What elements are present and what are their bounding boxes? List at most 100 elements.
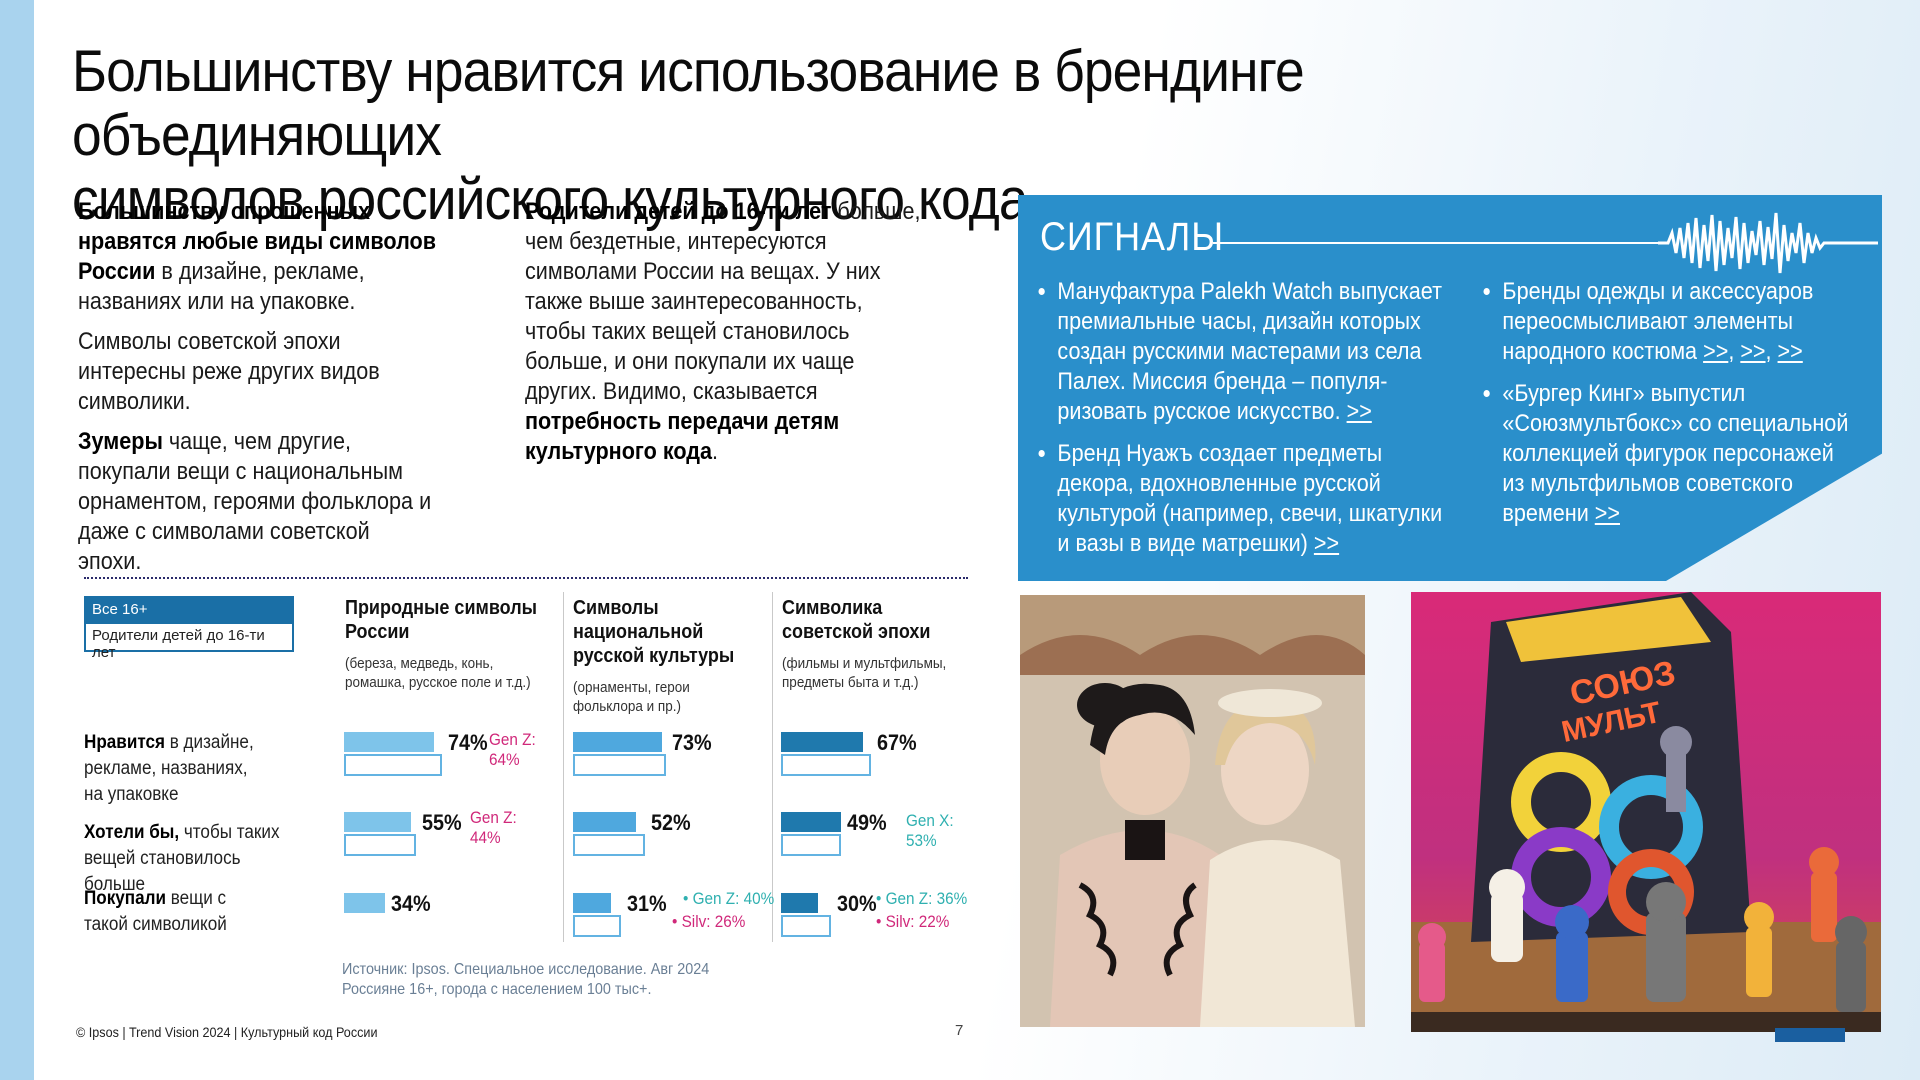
intro-left-p2: Символы советской эпохи интересны реже д…	[78, 328, 380, 415]
intro-left-p3-bold: Зумеры	[78, 428, 163, 455]
row-label-like: Нравится в дизайне, рекламе, названиях, …	[84, 730, 264, 808]
corner-badge	[1775, 1028, 1845, 1042]
signal-text: Мануфактура Palekh Watch выпускает преми…	[1057, 278, 1442, 425]
note-c2r1: Gen X: 53%	[906, 811, 954, 850]
signal-text: «Бургер Кинг» выпустил «Союзмультбокс» с…	[1502, 380, 1849, 527]
bar-parents	[781, 754, 871, 776]
bar-all-16	[344, 812, 411, 832]
intro-right-rest1: больше, чем бездетные, интересуются симв…	[525, 198, 921, 405]
bar-value-label: 30%	[837, 891, 877, 916]
note-c0r0: Gen Z: 64%	[489, 730, 536, 769]
column-separator	[772, 592, 773, 942]
signal-link[interactable]: >>	[1777, 338, 1803, 365]
photo-soyuzmultbox: СОЮЗ МУЛЬТ	[1411, 592, 1881, 1032]
column-title: Символы национальной русской культуры	[573, 597, 735, 667]
column-subtitle: (орнаменты, герои фольклора и пр.)	[573, 679, 690, 715]
page-title: Большинству нравится использование в бре…	[72, 40, 1636, 232]
bar-parents	[781, 915, 831, 937]
title-line-2: символов российского культурного кода	[72, 167, 1029, 232]
row-label-bold: Покупали	[84, 888, 167, 909]
signals-title-line	[1213, 242, 1663, 244]
signals-left-column: Мануфактура Palekh Watch выпускает преми…	[1034, 277, 1444, 571]
column-title: Природные символы России	[345, 597, 538, 643]
soundwave-icon	[1658, 212, 1878, 274]
women-illustration	[1020, 595, 1365, 1027]
note-c1r2b: • Silv: 26%	[672, 912, 746, 931]
bar-value-label: 55%	[422, 810, 462, 835]
note-c2r2b: • Silv: 22%	[876, 912, 950, 931]
signal-item: Бренд Нуажъ создает предметы декора, вдо…	[1057, 439, 1443, 559]
bar-all-16	[344, 893, 385, 913]
intro-left-p1: Большинству опрошенных нравятся любые ви…	[78, 197, 438, 317]
note-c2r2a: • Gen Z: 36%	[876, 889, 968, 908]
bar-all-16	[781, 732, 863, 752]
column-title: Символика советской эпохи	[782, 597, 931, 643]
bar-value-label: 73%	[672, 730, 712, 755]
legend-parents: Родители детей до 16-ти лет	[86, 624, 292, 661]
signals-title: СИГНАЛЫ	[1040, 215, 1224, 259]
bar-all-16	[573, 812, 636, 832]
signal-link[interactable]: >>	[1740, 338, 1766, 365]
bar-parents	[344, 754, 442, 776]
row-label-rest: вещи с такой символикой	[84, 888, 227, 935]
signal-link[interactable]: >>	[1594, 500, 1620, 527]
title-line-1: Большинству нравится использование в бре…	[72, 39, 1305, 168]
bar-value-label: 34%	[391, 891, 431, 916]
left-accent-bar	[0, 0, 34, 1080]
legend-all: Все 16+	[86, 598, 292, 624]
bar-value-label: 67%	[877, 730, 917, 755]
bar-parents	[573, 834, 645, 856]
bar-value-label: 31%	[627, 891, 667, 916]
section-divider	[84, 577, 968, 579]
note-c0r1: Gen Z: 44%	[470, 808, 517, 847]
intro-left: Большинству опрошенных нравятся любые ви…	[78, 197, 438, 587]
signal-link[interactable]: >>	[1346, 398, 1372, 425]
chart-legend: Все 16+ Родители детей до 16-ти лет	[84, 596, 294, 661]
source-note: Источник: Ipsos. Специальное исследовани…	[342, 960, 709, 1000]
row-label-bold: Хотели бы,	[84, 822, 180, 843]
intro-right-end: .	[711, 438, 718, 465]
row-label-bought: Покупали вещи с такой символикой	[84, 886, 264, 938]
bar-parents	[573, 915, 621, 937]
column-subtitle: (береза, медведь, конь, ромашка, русское…	[345, 655, 531, 691]
column-head-soviet: Символика советской эпохи (фильмы и муль…	[782, 596, 971, 692]
bar-all-16	[781, 812, 841, 832]
row-label-rest: чтобы таких вещей становилось больше	[84, 822, 280, 895]
bar-parents	[344, 834, 416, 856]
bar-parents	[573, 754, 666, 776]
intro-right-bold1: Родители детей до 16-ти лет	[525, 198, 832, 225]
intro-left-p3: Зумеры чаще, чем другие, покупали вещи с…	[78, 427, 438, 577]
bar-all-16	[344, 732, 434, 752]
signal-link[interactable]: >>	[1313, 530, 1340, 557]
intro-right: Родители детей до 16-ти лет больше, чем …	[525, 197, 921, 477]
source-line-1: Источник: Ipsos. Специальное исследовани…	[342, 961, 710, 978]
bar-all-16	[573, 732, 662, 752]
row-label-want-more: Хотели бы, чтобы таких вещей становилось…	[84, 820, 300, 898]
signal-text: Бренды одежды и аксессуаров переосмыслив…	[1502, 278, 1814, 365]
column-head-nature: Природные символы России (береза, медвед…	[345, 596, 539, 692]
signals-right-column: Бренды одежды и аксессуаров переосмыслив…	[1479, 277, 1857, 541]
bar-value-label: 74%	[448, 730, 488, 755]
row-label-bold: Нравится	[84, 732, 165, 753]
signal-item: Мануфактура Palekh Watch выпускает преми…	[1057, 277, 1443, 427]
intro-left-p3-rest: чаще, чем другие, покупали вещи с национ…	[78, 428, 432, 575]
row-label-rest: в дизайне, рекламе, названиях, на упаков…	[84, 732, 254, 805]
bar-all-16	[573, 893, 611, 913]
column-head-national: Символы национальной русской культуры (о…	[573, 596, 740, 716]
intro-right-bold2: потребность передачи детям культурного к…	[525, 408, 840, 465]
intro-left-p1-bold: Большинству опрошенных нравятся любые ви…	[78, 198, 437, 285]
signal-item: Бренды одежды и аксессуаров переосмыслив…	[1502, 277, 1857, 367]
bar-all-16	[781, 893, 818, 913]
bar-value-label: 52%	[651, 810, 691, 835]
bar-parents	[781, 834, 841, 856]
source-line-2: Россияне 16+, города с населением 100 ты…	[342, 981, 652, 998]
bar-value-label: 49%	[847, 810, 887, 835]
photo-women-in-costume	[1020, 595, 1365, 1027]
footer-text: © Ipsos | Trend Vision 2024 | Культурный…	[76, 1024, 378, 1040]
page-number: 7	[955, 1022, 964, 1039]
signal-text: Бренд Нуажъ создает предметы декора, вдо…	[1057, 440, 1443, 557]
column-separator	[563, 592, 564, 942]
soyuzmultbox-illustration: СОЮЗ МУЛЬТ	[1411, 592, 1881, 1032]
signal-link[interactable]: >>	[1703, 338, 1729, 365]
intro-left-p1-rest: в дизайне, рекламе, названиях или на упа…	[78, 258, 365, 315]
